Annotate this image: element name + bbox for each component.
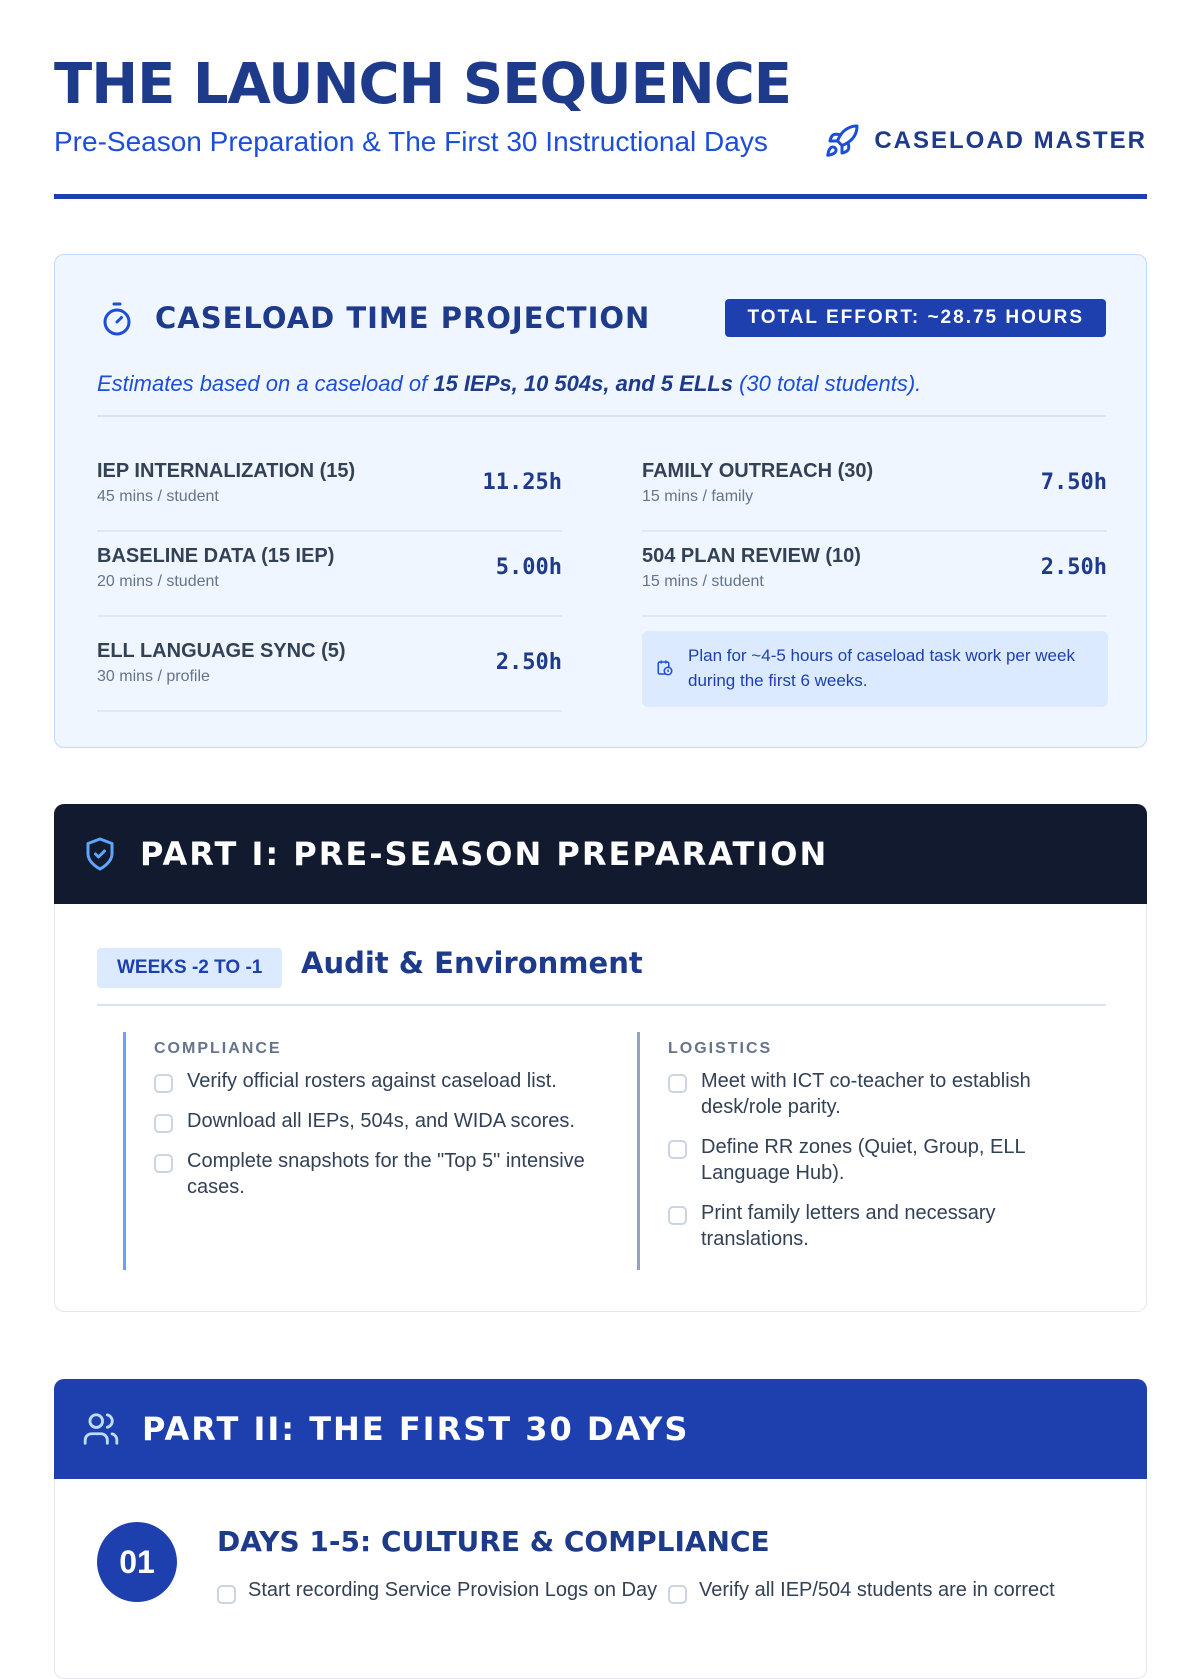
checkbox[interactable] [668, 1206, 687, 1225]
note-text: Estimates based on a caseload of [97, 371, 434, 396]
divider [97, 1004, 1106, 1006]
weeks-badge: WEEKS -2 TO -1 [97, 948, 283, 988]
checklist-item[interactable]: Meet with ICT co-teacher to establish de… [668, 1068, 1107, 1120]
stat-value: 2.50h [1040, 555, 1107, 580]
phase-title: DAYS 1-5: CULTURE & COMPLIANCE [217, 1525, 770, 1558]
users-icon [83, 1413, 119, 1445]
stat-value: 5.00h [495, 555, 562, 580]
stat-value: 7.50h [1040, 470, 1107, 495]
calendar-clock-icon [657, 660, 673, 676]
brand: CASELOAD MASTER [824, 123, 1147, 159]
logistics-column: LOGISTICS Meet with ICT co-teacher to es… [637, 1032, 1107, 1270]
item-text: Define RR zones (Quiet, Group, ELL Langu… [701, 1136, 1025, 1184]
checklist-item[interactable]: Print family letters and necessary trans… [668, 1200, 1107, 1252]
item-text: Complete snapshots for the "Top 5" inten… [187, 1150, 585, 1198]
item-text: Verify official rosters against caseload… [187, 1070, 557, 1092]
checkbox[interactable] [154, 1074, 173, 1093]
stat-value: 11.25h [482, 470, 562, 495]
checklist-item[interactable]: Verify all IEP/504 students are in corre… [668, 1579, 1055, 1604]
stat-label: IEP INTERNALIZATION (15) [97, 460, 356, 482]
tip-text: Plan for ~4-5 hours of caseload task wor… [688, 646, 1075, 690]
stat-row: FAMILY OUTREACH (30) 15 mins / family 7.50… [642, 460, 1107, 532]
page-title: THE LAUNCH SEQUENCE [54, 52, 792, 117]
stat-row: IEP INTERNALIZATION (15) 45 mins / studen… [97, 460, 562, 532]
stat-rate: 15 mins / student [642, 573, 764, 590]
item-text: Download all IEPs, 504s, and WIDA scores… [187, 1110, 575, 1132]
section-title: Audit & Environment [301, 946, 643, 980]
page-subtitle: Pre-Season Preparation & The First 30 In… [54, 126, 768, 157]
stat-rate: 20 mins / student [97, 573, 219, 590]
stat-label: ELL LANGUAGE SYNC (5) [97, 640, 346, 662]
projection-title: CASELOAD TIME PROJECTION [155, 301, 651, 335]
part-2-header: PART II: THE FIRST 30 DAYS [54, 1379, 1147, 1479]
divider [97, 415, 1106, 417]
shield-check-icon [86, 837, 114, 871]
part-2-title: PART II: THE FIRST 30 DAYS [142, 1410, 690, 1448]
projection-note: Estimates based on a caseload of 15 IEPs… [97, 371, 921, 397]
column-heading: LOGISTICS [668, 1040, 773, 1057]
checkbox[interactable] [154, 1154, 173, 1173]
part-1-header: PART I: PRE-SEASON PREPARATION [54, 804, 1147, 904]
stat-rate: 45 mins / student [97, 488, 219, 505]
checkbox[interactable] [668, 1074, 687, 1093]
header-divider [54, 194, 1147, 199]
brand-name: CASELOAD MASTER [874, 127, 1147, 154]
rocket-icon [826, 124, 859, 157]
timer-icon [103, 302, 131, 336]
checklist-item[interactable]: Verify official rosters against caseload… [154, 1068, 593, 1094]
checkbox[interactable] [154, 1114, 173, 1133]
compliance-column: COMPLIANCE Verify official rosters again… [123, 1032, 593, 1270]
weekly-plan-tip: Plan for ~4-5 hours of caseload task wor… [642, 631, 1108, 707]
checklist-item[interactable]: Define RR zones (Quiet, Group, ELL Langu… [668, 1134, 1107, 1186]
checklist-item[interactable]: Complete snapshots for the "Top 5" inten… [154, 1148, 593, 1200]
stat-rate: 30 mins / profile [97, 668, 210, 685]
stat-row: ELL LANGUAGE SYNC (5) 30 mins / profile 2.… [97, 640, 562, 712]
stat-label: FAMILY OUTREACH (30) [642, 460, 874, 482]
item-text: Start recording Service Provision Logs o… [248, 1579, 658, 1601]
stat-label: BASELINE DATA (15 IEP) [97, 545, 335, 567]
item-text: Verify all IEP/504 students are in corre… [699, 1579, 1055, 1601]
part-1-body: WEEKS -2 TO -1 Audit & Environment COMPL… [54, 904, 1147, 1312]
checkbox[interactable] [668, 1140, 687, 1159]
checkbox[interactable] [668, 1585, 687, 1604]
stat-value: 2.50h [495, 650, 562, 675]
stat-rate: 15 mins / family [642, 488, 754, 505]
checklist-item[interactable]: Start recording Service Provision Logs o… [217, 1579, 657, 1604]
stat-row: BASELINE DATA (15 IEP) 20 mins / student 5… [97, 545, 562, 617]
note-emphasis: 15 IEPs, 10 504s, and 5 ELLs [433, 371, 733, 396]
time-projection-card: CASELOAD TIME PROJECTION TOTAL EFFORT: ~… [54, 254, 1147, 748]
item-text: Print family letters and necessary trans… [701, 1202, 996, 1250]
checkbox[interactable] [217, 1585, 236, 1604]
column-heading: COMPLIANCE [154, 1040, 282, 1057]
stat-row: 504 PLAN REVIEW (10) 15 mins / student 2.5… [642, 545, 1107, 617]
total-effort-badge: TOTAL EFFORT: ~28.75 HOURS [725, 299, 1106, 337]
item-text: Meet with ICT co-teacher to establish de… [701, 1070, 1031, 1118]
note-text: (30 total students). [732, 371, 922, 396]
checklist-item[interactable]: Download all IEPs, 504s, and WIDA scores… [154, 1108, 593, 1134]
part-1-title: PART I: PRE-SEASON PREPARATION [140, 835, 829, 873]
stat-label: 504 PLAN REVIEW (10) [642, 545, 861, 567]
part-2-body: 01 DAYS 1-5: CULTURE & COMPLIANCE Start … [54, 1479, 1147, 1679]
phase-number: 01 [97, 1522, 177, 1602]
